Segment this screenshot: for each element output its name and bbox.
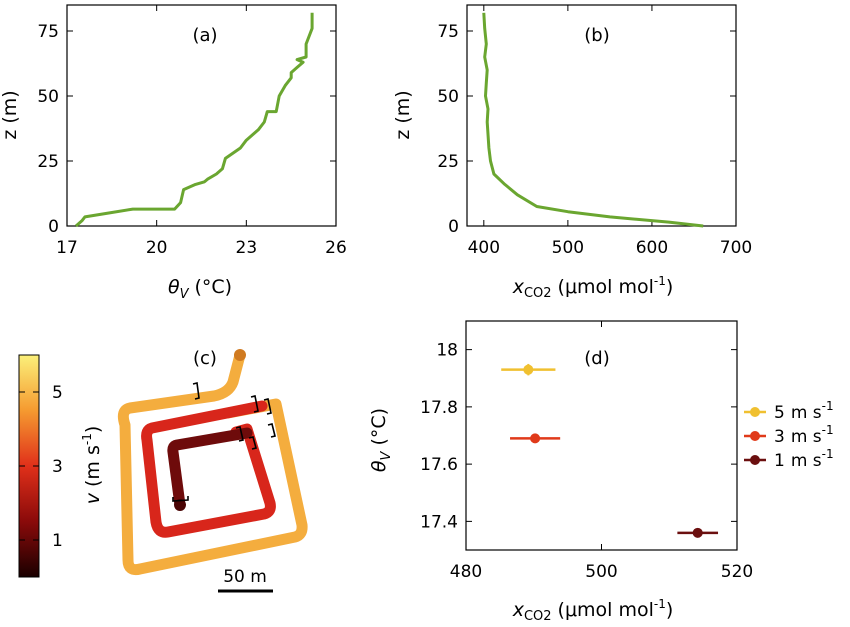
path-inner-segment [167, 427, 253, 511]
data-point [523, 364, 534, 375]
x-tick-label: 500 [552, 238, 584, 258]
y-tick-label: 50 [37, 87, 59, 107]
panel-c-label: (c) [193, 348, 217, 369]
panel-b-marks: 400 500 600 700 0 25 50 75 [437, 5, 752, 258]
x-tick-label: 480 [450, 562, 482, 582]
panel-b-frame [466, 4, 737, 227]
panel-a-ylabel: z (m) [0, 90, 21, 139]
panel-d-ylabel: θV(°C) [368, 408, 394, 472]
path-outer-segment [117, 349, 308, 576]
y-tick-label: 17.4 [420, 512, 458, 532]
co2-profile-line [482, 12, 704, 228]
panel-a-label: (a) [192, 25, 217, 46]
panel-d-marks: 480 500 520 17.4 17.6 17.8 18 [420, 321, 753, 582]
legend-swatch-marker [750, 455, 760, 465]
segment-brackets [172, 382, 276, 502]
panel-d-label: (d) [584, 348, 609, 369]
y-tick-label: 25 [437, 152, 459, 172]
panel-b-xlabel: xCO2 (μmol mol-1) [512, 274, 674, 301]
panel-a-xlabel: θV (°C) [168, 276, 232, 302]
y-tick-label: 25 [37, 152, 59, 172]
x-tick-label: 700 [720, 238, 752, 258]
colorbar-ticks: 1 3 5 [19, 383, 63, 551]
data-point [692, 527, 703, 538]
y-tick-label: 18 [436, 341, 458, 361]
panel-c: 1 3 5 v(m s-1) (c) 50 m [18, 348, 308, 593]
flight-path [117, 349, 308, 576]
y-tick-label: 0 [448, 217, 459, 237]
y-tick-label: 75 [437, 22, 459, 42]
y-tick-label: 50 [437, 87, 459, 107]
x-tick-label: 23 [236, 238, 258, 258]
y-tick-label: 0 [48, 217, 59, 237]
y-tick-label: 17.8 [420, 398, 458, 418]
panel-a: 17 20 23 26 0 25 50 75 (a) θV (°C) z (m) [0, 4, 347, 302]
path-end-point [174, 499, 186, 511]
legend-swatch-marker [750, 407, 760, 417]
x-tick-label: 20 [146, 238, 168, 258]
colorbar-label: v(m s-1) [80, 426, 104, 505]
y-tick-label: 17.6 [420, 455, 458, 475]
x-tick-label: 400 [468, 238, 500, 258]
x-tick-label: 26 [325, 238, 347, 258]
theta-profile-line [75, 12, 314, 228]
path-start-point [234, 349, 246, 361]
panel-b: 400 500 600 700 0 25 50 75 (b) xCO2 (μmol mol-1)… [392, 4, 752, 301]
scalebar-label: 50 m [223, 567, 267, 587]
x-tick-label: 17 [56, 238, 78, 258]
panel-a-marks: 17 20 23 26 0 25 50 75 [37, 5, 347, 258]
panel-b-label: (b) [584, 25, 609, 46]
panel-d: 480 500 520 17.4 17.6 17.8 18 (d) xCO2 (μmol mo… [368, 320, 834, 624]
data-point [530, 433, 541, 444]
x-tick-label: 520 [721, 562, 753, 582]
colorbar-tick-label: 5 [52, 383, 63, 403]
colorbar-tick-label: 3 [52, 457, 63, 477]
colorbar-tick-label: 1 [52, 531, 63, 551]
y-tick-label: 75 [37, 22, 59, 42]
panel-d-xlabel: xCO2 (μmol mol-1) [512, 597, 674, 624]
panel-a-frame [66, 4, 337, 227]
x-tick-label: 500 [585, 562, 617, 582]
legend-swatch-marker [750, 431, 760, 441]
panel-b-ylabel: z (m) [392, 90, 414, 139]
x-tick-label: 600 [636, 238, 668, 258]
path-middle-segment [141, 400, 276, 538]
